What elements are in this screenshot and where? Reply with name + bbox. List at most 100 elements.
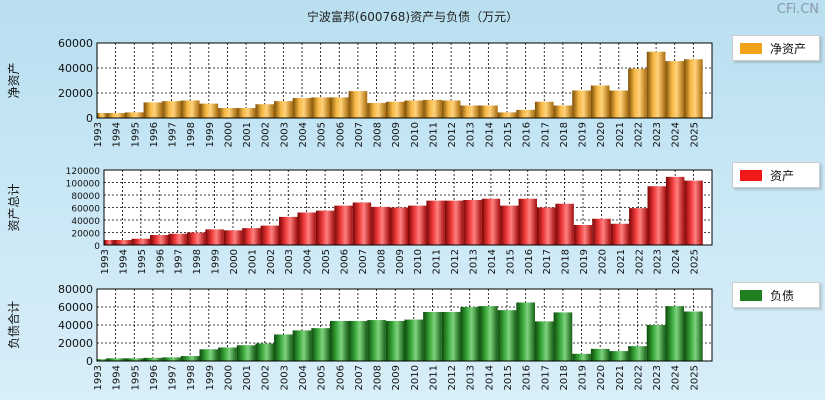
bar-liabilities-2018 <box>553 312 573 361</box>
legend-liabilities-swatch <box>740 289 762 301</box>
x-tick-label: 2001 <box>242 365 253 390</box>
x-tick-label: 2008 <box>373 122 384 147</box>
x-tick-label: 2021 <box>615 365 626 390</box>
bar-liabilities-2025 <box>684 311 703 361</box>
bar-assets-2022 <box>629 208 648 245</box>
x-tick-label: 1994 <box>118 249 129 274</box>
x-tick-label: 2011 <box>428 365 439 390</box>
bar-equity-1995 <box>124 112 144 118</box>
bar-liabilities-2001 <box>236 345 256 361</box>
x-tick-label: 1995 <box>130 122 141 147</box>
bar-liabilities-2011 <box>423 311 442 361</box>
bar-assets-2018 <box>555 203 574 245</box>
x-tick-label: 2012 <box>447 365 458 390</box>
bar-liabilities-1996 <box>143 357 163 361</box>
bar-liabilities-2007 <box>348 320 368 361</box>
y-tick-label: 0 <box>94 242 100 252</box>
x-tick-label: 2001 <box>242 122 253 147</box>
bar-equity-2017 <box>534 101 554 118</box>
x-tick-label: 2021 <box>616 249 627 274</box>
x-tick-label: 1994 <box>112 122 123 147</box>
bar-assets-2019 <box>573 225 593 245</box>
bar-assets-2021 <box>610 223 630 245</box>
bar-assets-1995 <box>131 238 151 245</box>
bar-equity-1996 <box>143 102 163 118</box>
x-tick-label: 2022 <box>633 365 644 390</box>
bar-assets-2016 <box>518 198 537 245</box>
bar-liabilities-1997 <box>162 357 181 361</box>
x-tick-label: 2004 <box>298 365 309 390</box>
y-tick-label: 80000 <box>71 192 100 202</box>
y-axis-label-equity: 净资产 <box>7 62 21 98</box>
bar-assets-1998 <box>186 232 206 245</box>
legend-liabilities: 负债 <box>732 282 820 308</box>
x-tick-label: 2012 <box>450 249 461 274</box>
bar-liabilities-2021 <box>609 351 629 361</box>
bar-liabilities-1998 <box>180 356 200 361</box>
x-tick-label: 2016 <box>524 249 535 274</box>
y-tick-label: 20000 <box>58 87 93 100</box>
bar-equity-1998 <box>180 100 200 118</box>
bar-equity-2003 <box>274 101 293 118</box>
chart-title: 宁波富邦(600768)资产与负债（万元） <box>306 10 519 24</box>
x-tick-label: 2005 <box>317 122 328 147</box>
bar-equity-2022 <box>628 68 647 118</box>
x-tick-label: 2017 <box>542 249 553 274</box>
x-tick-label: 2002 <box>266 249 277 274</box>
x-tick-label: 2015 <box>503 365 514 390</box>
x-tick-label: 2013 <box>466 122 477 147</box>
y-tick-label: 120000 <box>66 167 101 177</box>
bar-equity-2010 <box>404 100 424 118</box>
x-tick-label: 2018 <box>559 122 570 147</box>
x-tick-label: 2015 <box>503 122 514 147</box>
legend-assets: 资产 <box>732 162 820 188</box>
y-tick-label: 40000 <box>58 319 93 332</box>
bar-assets-2002 <box>260 225 280 245</box>
legend-equity-swatch <box>740 42 762 54</box>
x-tick-label: 2006 <box>335 365 346 390</box>
bar-liabilities-2014 <box>479 306 498 361</box>
y-tick-label: 60000 <box>58 37 93 50</box>
x-tick-label: 2020 <box>596 122 607 147</box>
y-tick-label: 80000 <box>58 283 93 296</box>
x-tick-label: 2008 <box>373 365 384 390</box>
bar-assets-2024 <box>665 176 685 245</box>
y-tick-label: 60000 <box>71 205 100 215</box>
bar-equity-2002 <box>255 104 275 118</box>
x-tick-label: 1999 <box>205 365 216 390</box>
x-tick-label: 2003 <box>279 365 290 390</box>
x-tick-label: 2002 <box>261 365 272 390</box>
x-tick-label: 2007 <box>354 365 365 390</box>
x-tick-label: 2002 <box>261 122 272 147</box>
x-tick-label: 2009 <box>391 365 402 390</box>
bar-equity-2023 <box>646 51 666 118</box>
x-tick-label: 2025 <box>689 365 700 390</box>
x-tick-label: 2022 <box>633 122 644 147</box>
x-tick-label: 2010 <box>410 122 421 147</box>
bar-equity-1999 <box>199 103 219 118</box>
x-tick-label: 2018 <box>559 365 570 390</box>
bar-equity-2007 <box>348 91 368 118</box>
bar-equity-2020 <box>590 85 610 118</box>
bar-liabilities-1994 <box>106 358 125 361</box>
x-tick-label: 2020 <box>597 249 608 274</box>
x-tick-label: 2003 <box>279 122 290 147</box>
x-tick-label: 1996 <box>149 365 160 390</box>
bar-assets-2014 <box>481 198 501 245</box>
x-tick-label: 1993 <box>100 249 111 274</box>
x-tick-label: 2010 <box>413 249 424 274</box>
x-tick-label: 2019 <box>578 365 589 390</box>
x-tick-label: 1993 <box>93 365 104 390</box>
bar-assets-2020 <box>592 218 611 245</box>
y-tick-label: 100000 <box>66 180 101 190</box>
x-tick-label: 2014 <box>487 249 498 274</box>
bar-equity-1994 <box>106 113 125 118</box>
bar-equity-2011 <box>423 99 442 118</box>
x-tick-label: 2024 <box>671 365 682 390</box>
x-tick-label: 2025 <box>689 122 700 147</box>
bar-equity-1997 <box>162 101 181 118</box>
